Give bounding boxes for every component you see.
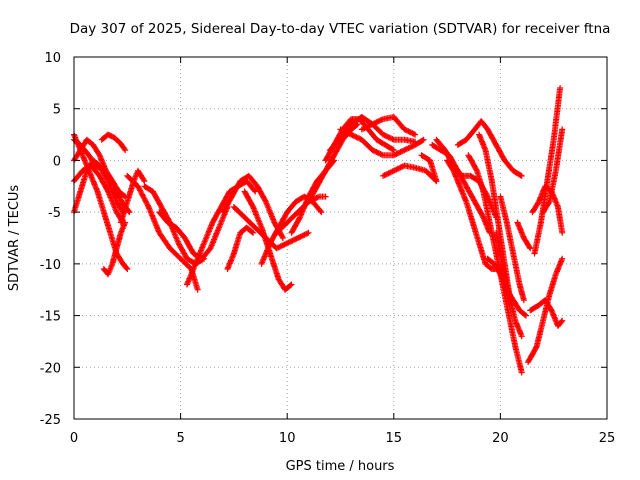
series-sat-g: [98, 131, 129, 154]
series-sat-ao: [418, 152, 440, 185]
marker-trace: [454, 118, 525, 179]
axis-ticks: [73, 56, 608, 420]
series-sat-n: [224, 224, 257, 272]
marker-trace: [497, 193, 527, 304]
data-points: [71, 85, 566, 376]
marker-trace: [224, 224, 257, 272]
y-tick-label: -25: [40, 413, 61, 428]
series-sat-w: [337, 126, 427, 159]
series-sat-i: [124, 172, 201, 293]
series-sat-ac: [454, 118, 525, 179]
series-sat-x: [358, 114, 419, 138]
y-tick-label: 5: [53, 103, 61, 118]
marker-trace: [124, 172, 201, 293]
series-sat-am: [540, 126, 566, 216]
series-sat-ag: [493, 229, 525, 340]
x-tick-labels: 0 5 10 15 20 25: [70, 431, 615, 446]
y-tick-label: -20: [40, 361, 61, 376]
series-sat-ab: [444, 157, 504, 272]
series-sat-k: [156, 204, 231, 262]
marker-trace: [98, 131, 129, 154]
y-tick-label: -5: [48, 206, 61, 221]
x-tick-label: 20: [492, 431, 509, 446]
marker-trace: [100, 219, 129, 278]
marker-trace: [514, 219, 534, 252]
x-tick-label: 25: [599, 431, 616, 446]
chart-title: Day 307 of 2025, Sidereal Day-to-day VTE…: [70, 21, 611, 37]
marker-trace: [531, 85, 564, 257]
marker-trace: [358, 114, 419, 138]
series-sat-f: [100, 219, 129, 278]
y-tick-label: 0: [53, 154, 61, 169]
series-sat-an: [514, 219, 534, 252]
series-sat-aj: [527, 297, 566, 329]
marker-trace: [527, 297, 566, 329]
x-tick-label: 15: [386, 431, 403, 446]
marker-trace: [493, 229, 525, 340]
marker-trace: [156, 204, 231, 262]
chart-grid: [74, 57, 607, 419]
x-tick-label: 0: [70, 431, 78, 446]
plot-frame: [73, 56, 608, 420]
y-tick-labels: -25 -20 -15 -10 -5 0 5 10: [40, 51, 61, 428]
x-tick-label: 5: [176, 431, 184, 446]
series-sat-ah: [497, 193, 527, 304]
marker-trace: [540, 126, 566, 216]
marker-trace: [337, 126, 427, 159]
y-tick-label: 10: [44, 51, 61, 66]
y-axis-label: SDTVAR / TECUs: [7, 185, 22, 292]
x-tick-label: 10: [279, 431, 296, 446]
y-tick-label: -15: [40, 310, 61, 325]
x-axis-label: GPS time / hours: [286, 459, 395, 474]
y-tick-label: -10: [40, 258, 61, 273]
series-sat-al: [531, 85, 564, 257]
marker-trace: [418, 152, 440, 185]
marker-trace: [444, 157, 504, 272]
